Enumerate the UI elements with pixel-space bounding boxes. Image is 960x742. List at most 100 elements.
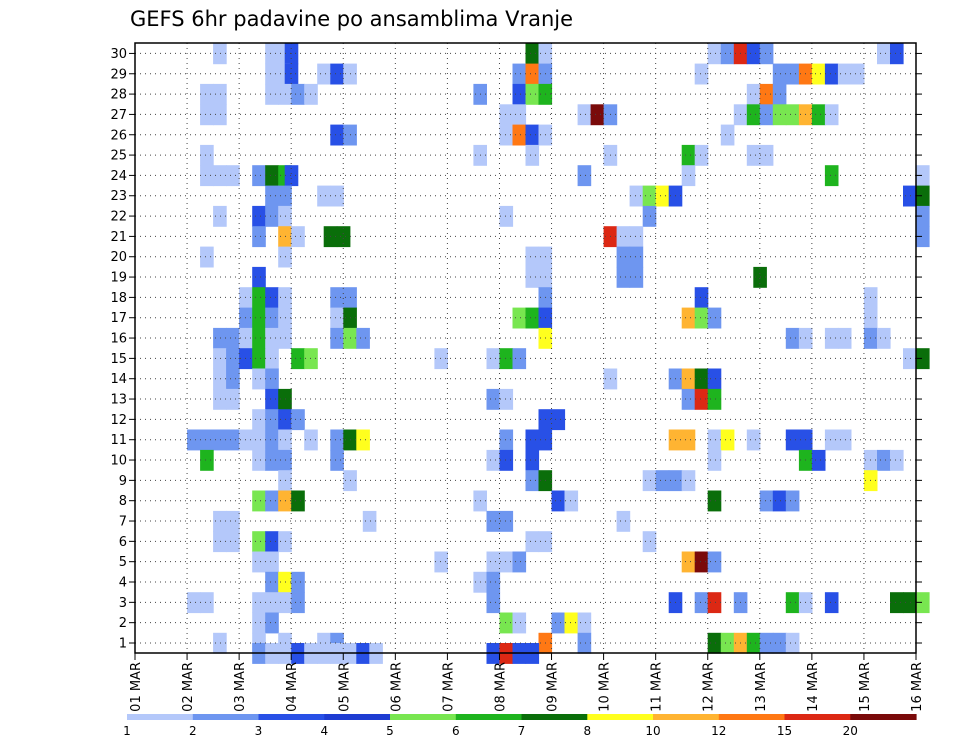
colorbar-label: 8: [583, 724, 591, 738]
x-tick-label: 06 MAR: [389, 662, 404, 712]
precip-cell: [499, 429, 514, 451]
precip-cell: [525, 531, 540, 553]
colorbar-swatch: [127, 714, 194, 720]
precip-cell: [265, 490, 279, 512]
precip-cell: [499, 124, 514, 146]
precip-cell: [890, 449, 904, 471]
heatmap-cells: [187, 43, 930, 664]
axes: 1234567891011121314151617181920212223242…: [110, 42, 925, 712]
x-tick-label: 13 MAR: [754, 662, 769, 712]
precip-cell: [252, 226, 266, 248]
precip-cell: [707, 43, 722, 65]
precip-cell: [291, 592, 305, 614]
precip-cell: [499, 510, 514, 532]
precip-cell: [525, 307, 540, 329]
precip-cell: [330, 307, 344, 329]
precip-cell: [226, 388, 240, 410]
precip-cell: [356, 429, 370, 451]
precip-cell: [772, 63, 787, 85]
precip-cell: [746, 144, 761, 166]
precip-cell: [265, 388, 279, 410]
precip-cell: [213, 368, 227, 390]
y-tick-label: 30: [110, 47, 127, 62]
precip-cell: [577, 612, 592, 634]
precip-cell: [200, 449, 214, 471]
precip-cell: [291, 571, 305, 593]
precip-cell: [486, 449, 501, 471]
precip-cell: [486, 510, 501, 532]
precip-cell: [512, 348, 527, 370]
colorbar-swatch: [390, 714, 457, 720]
y-tick-label: 1: [119, 637, 127, 652]
precip-cell: [916, 205, 930, 227]
precip-cell: [252, 368, 266, 390]
precip-cell: [746, 429, 761, 451]
y-tick-label: 2: [119, 616, 127, 631]
x-tick-label: 03 MAR: [233, 662, 248, 712]
precip-cell: [759, 632, 774, 654]
precip-cell: [785, 632, 800, 654]
precip-cell: [616, 226, 631, 248]
precip-cell: [486, 571, 501, 593]
y-tick-label: 14: [110, 372, 127, 387]
precip-cell: [486, 348, 501, 370]
precip-cell: [694, 307, 709, 329]
precip-cell: [252, 307, 266, 329]
precip-cell: [486, 592, 501, 614]
precip-cell: [837, 429, 852, 451]
precip-cell: [499, 388, 514, 410]
colorbar-label: 12: [711, 724, 726, 738]
precip-cell: [265, 612, 279, 634]
y-tick-label: 8: [119, 494, 127, 509]
precip-cell: [772, 632, 787, 654]
precip-cell: [200, 144, 214, 166]
colorbar-label: 2: [189, 724, 197, 738]
precip-cell: [252, 531, 266, 553]
precip-cell: [265, 63, 279, 85]
precip-cell: [877, 43, 891, 65]
x-tick-label: 02 MAR: [181, 662, 196, 712]
precip-cell: [916, 592, 930, 614]
precip-cell: [837, 327, 852, 349]
precip-cell: [694, 592, 709, 614]
precip-cell: [291, 226, 305, 248]
colorbar-label: 10: [645, 724, 660, 738]
precip-cell: [707, 592, 722, 614]
precip-cell: [252, 266, 266, 288]
x-tick-label: 01 MAR: [129, 662, 144, 712]
precip-cell: [681, 429, 696, 451]
precip-cell: [499, 449, 514, 471]
precip-cell: [291, 83, 305, 105]
precip-cell: [200, 429, 214, 451]
precip-cell: [499, 205, 514, 227]
x-tick-label: 08 MAR: [493, 662, 508, 712]
precip-cell: [213, 429, 227, 451]
y-tick-label: 12: [110, 413, 127, 428]
precip-cell: [265, 205, 279, 227]
precip-cell: [252, 490, 266, 512]
precip-cell: [642, 531, 657, 553]
precip-cell: [746, 43, 761, 65]
precip-cell: [707, 368, 722, 390]
precip-cell: [330, 449, 344, 471]
precip-cell: [772, 83, 787, 105]
y-tick-label: 10: [110, 454, 127, 469]
precip-cell: [681, 307, 696, 329]
y-tick-label: 25: [110, 149, 127, 164]
y-tick-label: 24: [110, 169, 127, 184]
precip-cell: [284, 165, 299, 187]
precip-cell: [681, 368, 696, 390]
precip-cell: [785, 429, 800, 451]
precip-cell: [707, 632, 722, 654]
precip-cell: [824, 165, 839, 187]
y-tick-label: 3: [119, 596, 127, 611]
precip-cell: [681, 388, 696, 410]
precip-cell: [551, 490, 566, 512]
precip-cell: [330, 185, 344, 207]
precip-cell: [877, 449, 891, 471]
precip-cell: [336, 226, 351, 248]
precip-cell: [512, 307, 527, 329]
precip-cell: [252, 327, 266, 349]
precip-cell: [499, 612, 514, 634]
precip-cell: [525, 429, 540, 451]
